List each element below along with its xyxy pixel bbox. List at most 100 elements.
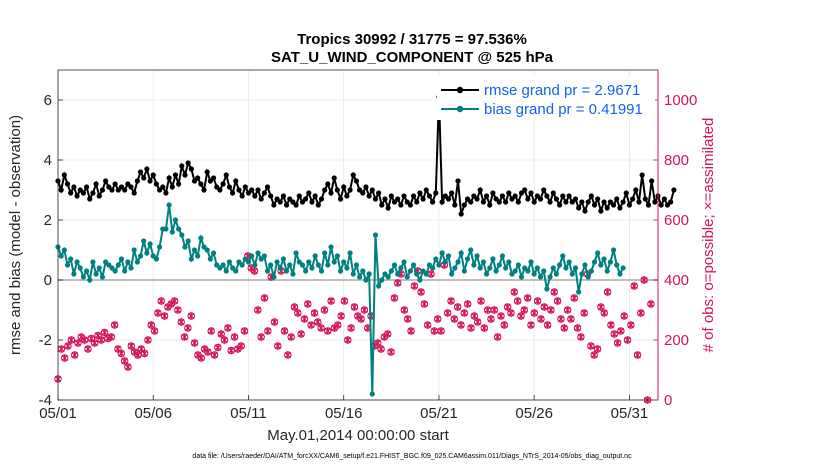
bias-point bbox=[598, 262, 604, 268]
rmse-point bbox=[163, 190, 169, 196]
obs-count-marker bbox=[227, 346, 235, 355]
bias-point bbox=[531, 271, 537, 277]
bias-point bbox=[528, 259, 534, 265]
obs-count-marker bbox=[74, 339, 82, 347]
bias-point bbox=[268, 262, 274, 268]
rmse-point bbox=[426, 193, 433, 199]
obs-count-marker bbox=[567, 315, 575, 323]
rmse-point bbox=[522, 187, 528, 193]
rmse-point bbox=[312, 193, 318, 199]
bias-point bbox=[436, 262, 442, 268]
obs-count-marker bbox=[520, 306, 529, 314]
obs-count-marker bbox=[314, 318, 322, 326]
rmse-point bbox=[582, 208, 588, 214]
bias-point bbox=[483, 271, 490, 277]
bias-point bbox=[233, 268, 239, 274]
bias-point bbox=[125, 259, 131, 265]
bias-point bbox=[188, 256, 194, 262]
obs-count-marker bbox=[307, 321, 315, 329]
bias-point bbox=[407, 268, 413, 274]
obs-count-marker bbox=[540, 303, 549, 311]
obs-count-marker bbox=[127, 342, 136, 350]
obs-count-marker bbox=[530, 309, 539, 317]
bias-point bbox=[280, 256, 287, 262]
rmse-point bbox=[477, 187, 483, 193]
x-tick-label: 05/06 bbox=[134, 405, 172, 422]
bias-point bbox=[115, 262, 121, 268]
obs-count-marker bbox=[147, 321, 156, 329]
bias-point bbox=[553, 271, 560, 277]
obs-count-marker bbox=[423, 321, 432, 329]
obs-count-marker bbox=[403, 315, 412, 323]
obs-count-marker bbox=[210, 351, 219, 359]
obs-count-marker bbox=[483, 306, 492, 314]
obs-count-marker bbox=[417, 288, 425, 296]
bias-point bbox=[572, 265, 579, 271]
obs-count-marker bbox=[507, 309, 515, 317]
obs-count-marker bbox=[400, 306, 409, 314]
bias-point bbox=[376, 283, 382, 289]
rmse-point bbox=[293, 202, 299, 208]
obs-count-marker bbox=[383, 330, 392, 338]
rmse-point bbox=[280, 193, 287, 199]
rmse-point bbox=[230, 190, 236, 196]
bias-point bbox=[293, 250, 299, 256]
chart-subtitle: SAT_U_WIND_COMPONENT @ 525 hPa bbox=[271, 49, 554, 66]
rmse-point bbox=[630, 196, 636, 202]
rmse-point bbox=[468, 199, 474, 205]
obs-count-marker bbox=[603, 288, 612, 296]
bias-point bbox=[112, 268, 118, 274]
obs-count-marker bbox=[157, 297, 166, 305]
obs-count-marker bbox=[347, 324, 355, 332]
x-tick-label: 05/26 bbox=[515, 405, 553, 422]
x-tick-label: 05/01 bbox=[39, 405, 77, 422]
rmse-point bbox=[176, 181, 182, 187]
bias-point bbox=[137, 253, 144, 259]
rmse-point bbox=[458, 211, 464, 217]
rmse-point bbox=[439, 199, 445, 205]
rmse-point bbox=[496, 199, 502, 205]
obs-count-marker bbox=[420, 300, 429, 308]
bias-point bbox=[93, 271, 99, 277]
rmse-point bbox=[258, 196, 264, 202]
obs-count-marker bbox=[600, 309, 608, 317]
rmse-point bbox=[93, 181, 99, 187]
bias-point bbox=[512, 268, 518, 274]
bias-point bbox=[156, 244, 163, 250]
bias-point bbox=[569, 271, 575, 277]
y-tick-label-right: 1000 bbox=[664, 92, 697, 109]
rmse-point bbox=[601, 199, 607, 205]
obs-count-marker bbox=[563, 306, 572, 314]
rmse-point bbox=[379, 202, 385, 208]
data-file-footer: data file: /Users/raeder/DAI/ATM_forcXX/… bbox=[192, 453, 632, 460]
bias-point bbox=[576, 289, 582, 295]
obs-count-marker bbox=[473, 318, 482, 326]
rmse-point bbox=[376, 190, 382, 196]
y-tick-label-right: 600 bbox=[664, 212, 689, 229]
plot-area bbox=[54, 94, 677, 404]
rmse-point bbox=[452, 202, 458, 208]
rmse-point bbox=[90, 190, 96, 196]
bias-point bbox=[290, 271, 296, 277]
rmse-point bbox=[560, 193, 566, 199]
bias-point bbox=[449, 271, 455, 277]
obs-count-marker bbox=[90, 339, 99, 347]
bias-point bbox=[353, 262, 360, 268]
rmse-point bbox=[103, 178, 109, 184]
obs-count-marker bbox=[100, 328, 109, 337]
obs-count-marker bbox=[70, 351, 79, 359]
obs-count-marker bbox=[170, 297, 179, 305]
bias-point bbox=[80, 274, 86, 280]
bias-point bbox=[166, 202, 172, 208]
obs-count-marker bbox=[577, 333, 585, 341]
bias-point bbox=[591, 259, 598, 265]
bias-point bbox=[445, 253, 452, 259]
bias-point bbox=[537, 274, 544, 280]
y-tick-label-right: 800 bbox=[664, 152, 689, 169]
obs-count-marker bbox=[60, 354, 69, 362]
bias-point bbox=[493, 268, 499, 274]
rmse-point bbox=[363, 184, 369, 190]
rmse-point bbox=[309, 199, 315, 205]
rmse-point bbox=[414, 199, 420, 205]
bias-point bbox=[77, 265, 83, 271]
